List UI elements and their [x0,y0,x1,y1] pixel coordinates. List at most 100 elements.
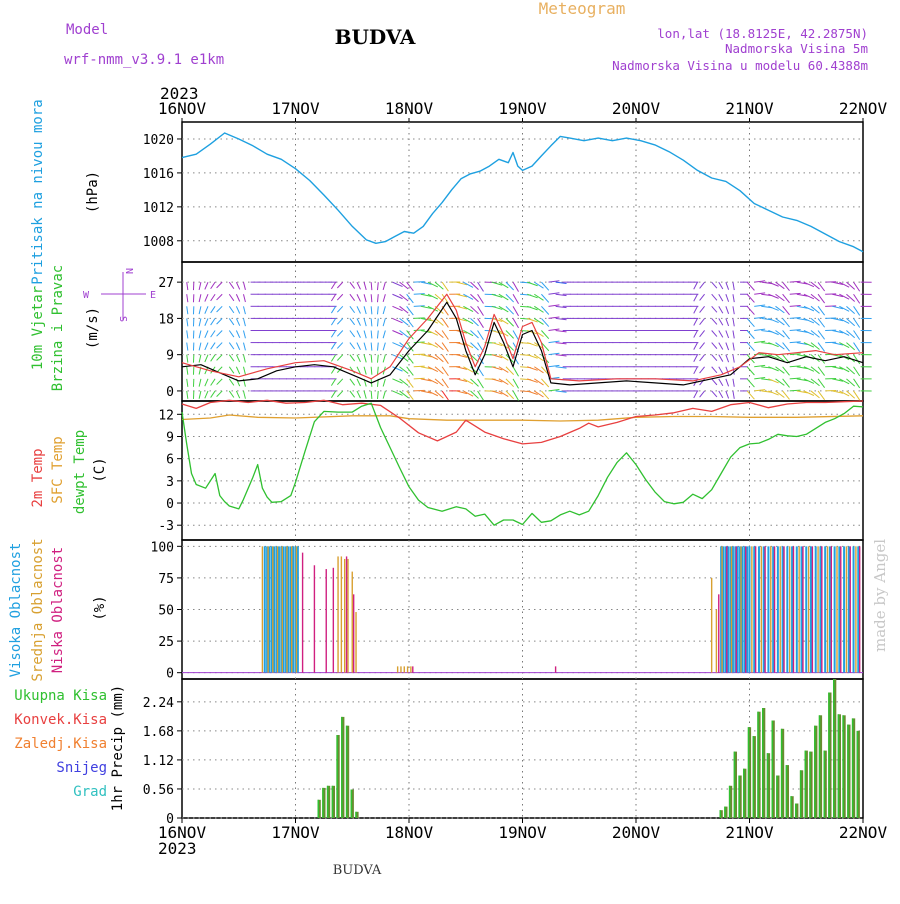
wind-barb [726,379,729,387]
wind-barb [205,318,208,325]
model-label: Model [66,22,108,38]
wind-barb [541,294,548,302]
wind-barb [700,282,705,288]
wind-barb [211,318,215,325]
wind-barb [337,282,342,288]
wind-barb [818,306,825,315]
wind-barb [371,294,372,302]
wind-barb [700,306,705,312]
wind-barb [818,379,825,388]
product-title: Meteogram [539,0,626,18]
wind-barb [733,294,734,302]
precip-total-stripe [790,796,792,818]
wind-barb [694,355,698,362]
y-tick-label: 0 [166,667,174,682]
wind-barb [854,330,860,339]
wind-barb [712,306,717,312]
wind-barb [527,379,537,383]
wind-barb [331,282,335,289]
wind-barb [187,391,188,399]
wind-barb [846,379,854,386]
wind-barb [199,391,201,399]
wind-barb [187,343,188,351]
wind-barb [700,355,705,361]
wind-barb [414,366,425,367]
wind-barb [357,306,361,313]
wind-barb [506,282,514,290]
bottom-day-tick-label: 22NOV [839,823,888,842]
wind-barb [371,343,372,351]
wind-barb [236,343,239,350]
wind-barb [527,343,537,347]
credit-label: made by Angel [871,539,889,652]
compass-west: W [83,290,90,301]
wind-barb [513,306,519,316]
wind-barb [700,367,705,373]
y-tick-label: 2.24 [143,696,174,711]
precip-total-stripe [724,807,726,818]
temp-2m-line [182,400,863,444]
wind-barb [205,282,208,289]
wind-barb [337,330,342,336]
wind-barb [854,282,860,291]
wind-barb [199,282,201,290]
precip-total-stripe [795,804,797,819]
wind-barb [357,355,361,362]
temp-unit-label: (C) [92,457,108,482]
wind-barb [414,318,425,319]
top-day-tick-label: 20NOV [612,99,661,118]
y-tick-label: 1.12 [143,754,174,769]
y-tick-label: -3 [158,519,174,534]
wind-barb [513,294,519,304]
wind-barb [527,318,537,322]
wind-barb [733,330,734,338]
wind-barb [854,343,860,352]
wind-barb [733,355,734,363]
wind-barb [854,391,860,400]
wind-barb [377,330,378,338]
wind-barb [733,391,734,399]
wind-barb [478,379,484,388]
wind-barb [331,306,335,313]
wind-barb [407,355,414,364]
wind-barb [187,355,188,363]
wind-barb [350,355,355,361]
wind-barb [371,391,372,399]
wind-barb [747,318,754,326]
wind-barb [236,330,239,337]
top-day-tick-label: 21NOV [725,99,774,118]
wind-barb [818,367,825,376]
precip-total-stripe [786,765,788,818]
wind-barb [407,367,414,376]
precip-total-stripe [332,786,334,818]
wind-barb [350,294,355,300]
precip-total-stripe [762,708,764,818]
y-tick-label: 9 [166,430,174,445]
wind-barb [414,378,425,379]
wind-barb [747,391,754,399]
altitude-label: Nadmorska Visina 5m [725,41,868,56]
wind-barb [442,330,448,339]
station-title: BUDVA [335,25,416,49]
precip-total-stripe [833,679,835,818]
wind-barb [407,306,414,315]
wind-barb [712,330,717,336]
wind-barb [407,391,414,400]
wind-barb [357,282,361,289]
wind-barb [243,355,245,363]
wind-barb [527,294,537,298]
wind-barb [694,367,698,374]
top-day-tick-label: 16NOV [158,99,207,118]
y-tick-label: 3 [166,475,174,490]
y-tick-label: 75 [158,572,174,587]
wind-barb [733,367,734,375]
wind-barb [205,391,208,398]
wind-barb [337,306,342,312]
wind-barb [733,343,734,351]
y-tick-label: 0 [166,497,174,512]
wind-barb [790,378,801,379]
wind-barb [726,343,729,351]
y-tick-label: 27 [158,276,174,291]
wind-barb [719,282,723,289]
wind-barb [506,391,514,399]
